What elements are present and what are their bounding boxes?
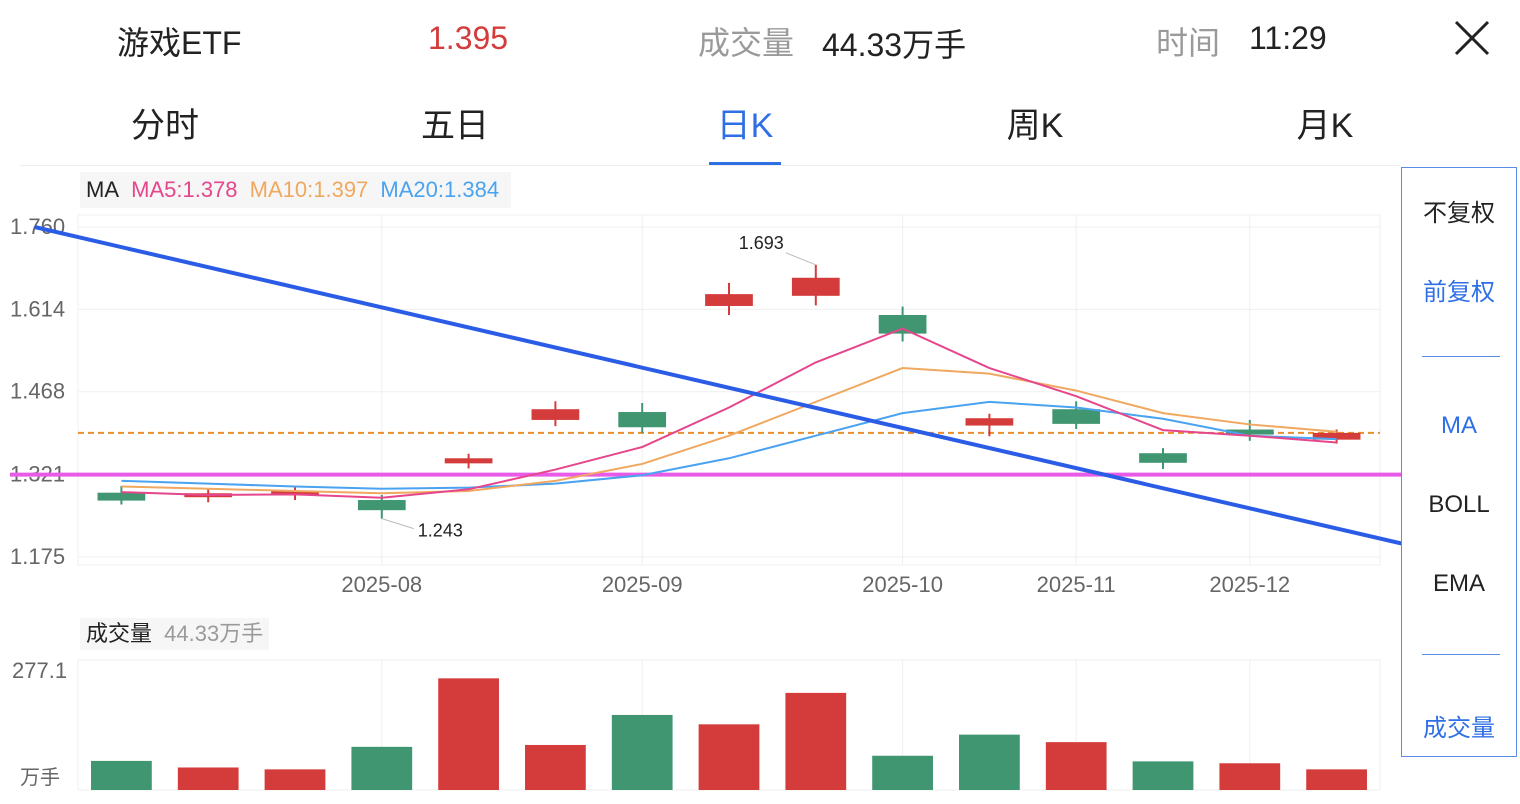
- candle-body: [791, 277, 840, 296]
- time-label: 时间: [1156, 25, 1221, 61]
- ma20-line: [121, 400, 1337, 490]
- min-marker-leader: [381, 518, 414, 530]
- date-x-tick-label: 2025-12: [1209, 572, 1290, 597]
- tab-monthly-k[interactable]: 月K: [1296, 107, 1354, 145]
- candle-body: [965, 418, 1014, 426]
- candle-body: [444, 458, 493, 464]
- indicator-panel: 不复权 前复权 MA BOLL EMA 成交量: [1401, 167, 1517, 757]
- max-price-label: 1.693: [739, 233, 784, 253]
- volume-bar: [1219, 763, 1281, 790]
- tabs-divider: [20, 165, 1400, 166]
- tab-intraday[interactable]: 分时: [131, 107, 199, 145]
- price-y-tick-label: 1.175: [10, 544, 65, 569]
- volume-bar: [698, 724, 760, 790]
- price-y-tick-label: 1.614: [10, 296, 65, 321]
- option-ma[interactable]: MA: [1441, 412, 1477, 439]
- panel-divider: [1422, 356, 1500, 357]
- date-x-tick-label: 2025-08: [341, 572, 422, 597]
- tab-five-day[interactable]: 五日: [421, 107, 489, 145]
- ma-legend-title: MA: [86, 177, 119, 202]
- volume-value: 44.33万手: [822, 27, 967, 63]
- volume-y-max-label: 277.1: [12, 658, 67, 683]
- candlesticks: [97, 264, 1361, 519]
- price-plot-frame: [77, 214, 1381, 566]
- volume-legend: 成交量 44.33万手: [80, 618, 270, 650]
- candle-body: [1139, 453, 1187, 463]
- close-icon: [1454, 20, 1490, 56]
- volume-bar: [177, 767, 239, 790]
- volume-y-axis: 277.1 万手: [12, 658, 67, 789]
- min-price-label: 1.243: [418, 521, 463, 541]
- tab-weekly-k[interactable]: 周K: [1006, 107, 1064, 145]
- candle-body: [1312, 432, 1361, 440]
- extreme-markers: 1.693 1.243: [381, 233, 816, 541]
- date-x-tick-label: 2025-11: [1037, 572, 1116, 597]
- ma-legend: MA MA5:1.378 MA10:1.397 MA20:1.384: [80, 172, 512, 208]
- price-y-tick-label: 1.468: [10, 379, 65, 404]
- ma5-legend: MA5:1.378: [131, 177, 238, 202]
- trendline: [34, 225, 1424, 551]
- candle-body: [705, 294, 753, 306]
- option-forward-adjust[interactable]: 前复权: [1423, 279, 1495, 306]
- close-button[interactable]: [1450, 16, 1494, 60]
- volume-bar: [1306, 769, 1367, 790]
- volume-bar: [1132, 761, 1194, 790]
- tab-daily-k[interactable]: 日K: [716, 107, 774, 145]
- volume-bar: [785, 692, 847, 790]
- volume-unit-label: 万手: [20, 766, 60, 789]
- option-ema[interactable]: EMA: [1432, 570, 1485, 597]
- price-grid: [77, 214, 1381, 566]
- reference-lines: [10, 431, 1470, 477]
- option-volume[interactable]: 成交量: [1423, 715, 1495, 742]
- last-price: 1.395: [428, 20, 509, 56]
- active-tab-indicator: [709, 162, 781, 165]
- volume-bar: [959, 734, 1020, 790]
- option-boll[interactable]: BOLL: [1428, 491, 1490, 518]
- date-x-tick-label: 2025-09: [602, 572, 683, 597]
- panel-divider: [1422, 654, 1500, 655]
- ma20-legend: MA20:1.384: [380, 177, 500, 202]
- date-x-tick-label: 2025-10: [862, 572, 943, 597]
- volume-bar: [611, 714, 673, 790]
- volume-bar: [525, 744, 586, 790]
- ma10-legend: MA10:1.397: [249, 177, 369, 202]
- candle-body: [878, 315, 927, 334]
- volume-bars: [91, 678, 1367, 790]
- volume-legend-title: 成交量: [86, 621, 153, 646]
- volume-legend-value: 44.33万手: [164, 621, 264, 646]
- volume-bar: [438, 678, 499, 790]
- ma5-line: [121, 327, 1337, 499]
- candle-body: [531, 409, 580, 420]
- moving-averages: [121, 327, 1337, 499]
- volume-bar: [91, 760, 152, 790]
- volume-bar: [1045, 742, 1107, 790]
- candle-body: [1052, 409, 1101, 424]
- volume-label: 成交量: [698, 25, 795, 61]
- option-no-adjust[interactable]: 不复权: [1423, 200, 1495, 227]
- volume-bar: [872, 755, 933, 790]
- top-bar: 游戏ETF 1.395 成交量 44.33万手 时间 11:29: [0, 0, 1520, 78]
- period-tabs: 分时 五日 日K 周K 月K: [0, 90, 1520, 165]
- candle-body: [271, 491, 319, 496]
- volume-bar: [264, 769, 326, 790]
- max-marker-leader: [785, 252, 816, 266]
- candle-body: [618, 412, 667, 428]
- security-name: 游戏ETF: [117, 25, 242, 61]
- time-value: 11:29: [1249, 20, 1327, 56]
- candle-body: [357, 500, 406, 511]
- date-x-axis: 2025-08 2025-09 2025-10 2025-11 2025-12: [341, 572, 1290, 597]
- resistance-trendline: [34, 225, 1424, 551]
- candle-body: [97, 492, 146, 501]
- candle-body: [1225, 429, 1274, 435]
- ma10-line: [121, 367, 1337, 495]
- volume-bar: [351, 746, 413, 790]
